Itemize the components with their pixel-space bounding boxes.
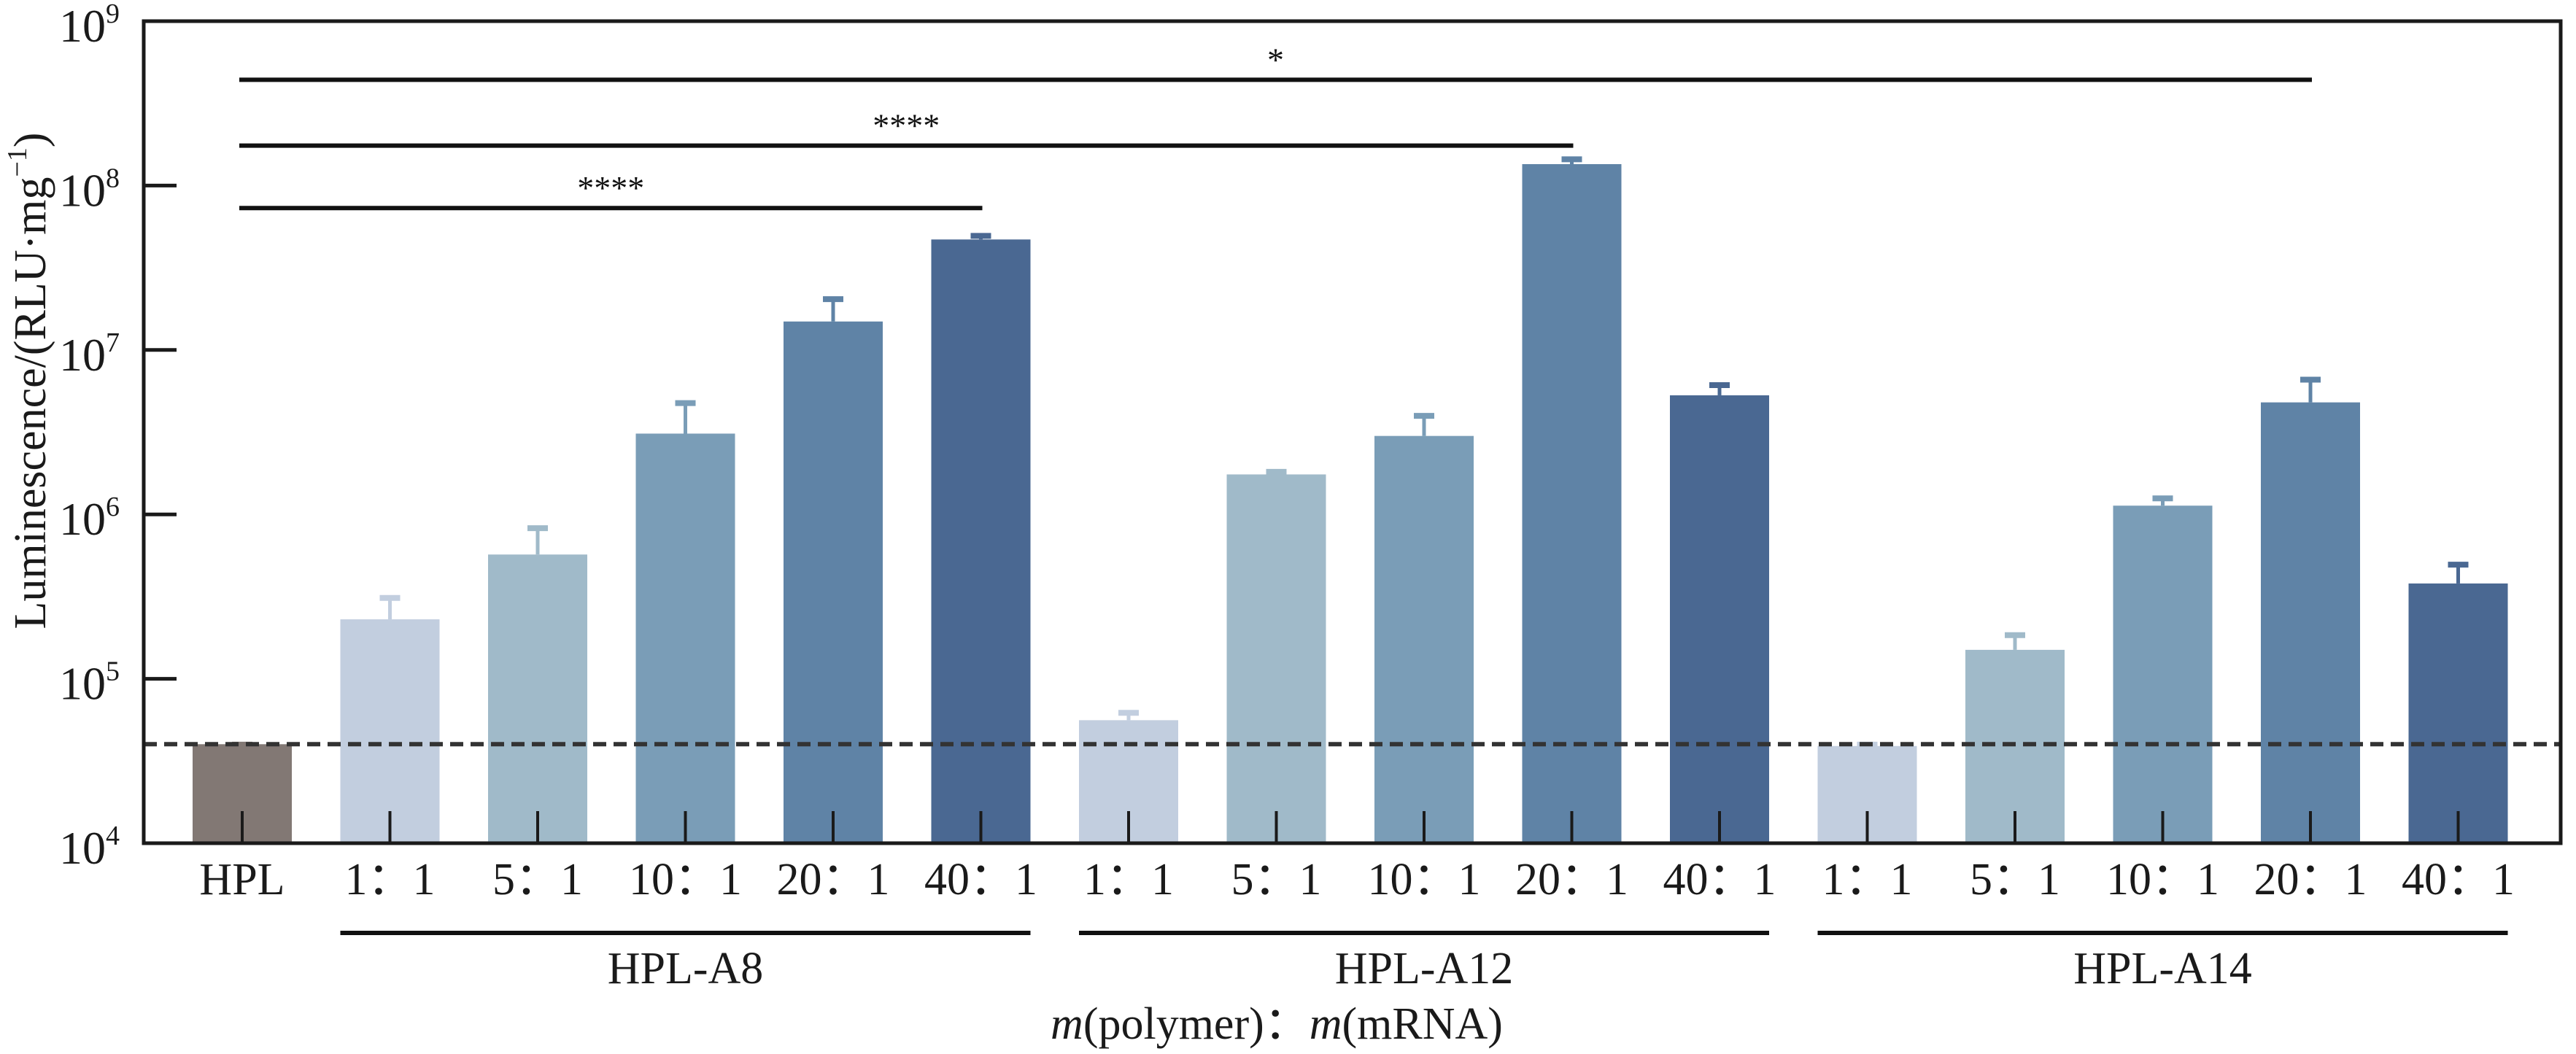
bar — [2113, 505, 2213, 843]
x-axis-ticks: HPL 1：1 5：1 10：1 20：1 40：1 1：1 5：1 10：1 20：1 40：1 1… — [199, 811, 2515, 904]
bar — [2408, 583, 2508, 843]
y-tick-label-base: 10 — [59, 329, 106, 381]
y-axis-label: Luminescence/(RLU·mg−1) — [2, 133, 55, 629]
bar — [340, 619, 440, 843]
x-tick-label: 10：1 — [1367, 855, 1480, 904]
plot-border — [142, 19, 2563, 845]
x-tick-label: 5：1 — [1970, 855, 2060, 904]
bar — [1374, 435, 1474, 843]
y-tick-label-base: 10 — [59, 822, 106, 874]
y-tick-label-base: 10 — [59, 658, 106, 710]
significance-brackets: ********* — [239, 41, 2312, 211]
x-tick-label: 20：1 — [776, 855, 889, 904]
y-tick-label-base: 10 — [59, 493, 106, 545]
bar — [1226, 474, 1326, 843]
y-tick-label: 106 — [59, 492, 120, 545]
x-tick-label: 5：1 — [1231, 855, 1321, 904]
bar — [1965, 649, 2065, 843]
bar — [1522, 164, 1622, 843]
x-tick-label: 10：1 — [629, 855, 742, 904]
bar — [635, 433, 735, 843]
bars-layer — [193, 156, 2508, 844]
y-axis-label-main: Luminescence/(RLU·mg — [6, 177, 55, 629]
y-axis-label-sup: −1 — [2, 147, 33, 177]
y-tick-label: 105 — [59, 656, 120, 710]
y-tick-label-exponent: 9 — [106, 0, 120, 29]
x-tick-label: 40：1 — [1663, 855, 1776, 904]
group-label: HPL-A14 — [2073, 944, 2252, 993]
x-axis-label: m(polymer)：m(mRNA) — [1051, 999, 1503, 1049]
x-tick-label: 20：1 — [1515, 855, 1628, 904]
plot-frame — [142, 19, 2563, 845]
y-tick-label-exponent: 7 — [106, 328, 120, 358]
y-tick-label: 109 — [59, 0, 120, 52]
x-axis-label-m1: m — [1051, 999, 1083, 1049]
bar — [1670, 395, 1769, 843]
x-tick-label: 1：1 — [1822, 855, 1912, 904]
y-tick-label-exponent: 5 — [106, 656, 120, 687]
significance-label: * — [1267, 41, 1284, 78]
x-tick-label: 5：1 — [492, 855, 583, 904]
y-axis-label-close: ) — [6, 133, 55, 148]
y-tick-label-exponent: 4 — [106, 821, 120, 851]
bar — [2261, 402, 2360, 843]
x-axis-label-m2: m — [1310, 999, 1342, 1049]
group-brackets: HPL-A8 HPL-A12 HPL-A14 — [340, 931, 2508, 993]
x-tick-label: HPL — [199, 855, 285, 904]
significance-label: **** — [577, 169, 644, 206]
x-tick-label: 1：1 — [1083, 855, 1174, 904]
bar — [784, 321, 883, 844]
x-tick-label: 20：1 — [2254, 855, 2367, 904]
significance-label: **** — [873, 107, 940, 144]
y-tick-label-exponent: 8 — [106, 163, 120, 193]
x-tick-label: 40：1 — [924, 855, 1037, 904]
y-tick-label: 108 — [59, 163, 120, 216]
x-axis-label-p2: (mRNA) — [1342, 999, 1503, 1049]
group-label: HPL-A12 — [1335, 944, 1514, 993]
y-tick-label-base: 10 — [59, 0, 106, 52]
group-label: HPL-A8 — [608, 944, 764, 993]
x-tick-label: 40：1 — [2402, 855, 2515, 904]
y-tick-label-exponent: 6 — [106, 492, 120, 522]
y-tick-label: 107 — [59, 328, 120, 381]
x-tick-label: 10：1 — [2106, 855, 2219, 904]
y-tick-label: 104 — [59, 821, 120, 874]
bar — [488, 554, 587, 843]
x-tick-label: 1：1 — [344, 855, 435, 904]
bar — [931, 239, 1031, 843]
y-tick-label-base: 10 — [59, 164, 106, 216]
x-axis-label-p1: (polymer)： — [1083, 999, 1310, 1049]
